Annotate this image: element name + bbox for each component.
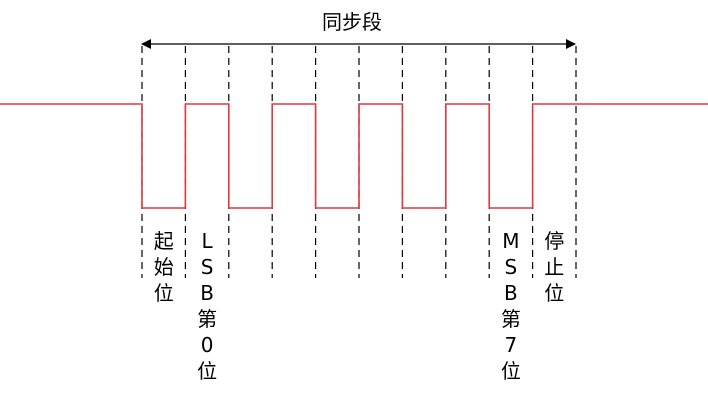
label-stop-char-1: 止 <box>544 255 564 279</box>
label-lsb-char-5: 位 <box>197 359 217 383</box>
signal-waveform <box>0 103 708 209</box>
label-lsb-char-4: 0 <box>201 333 214 357</box>
label-msb-char-1: S <box>505 255 518 279</box>
start-bit-label: 起始位 <box>154 229 174 305</box>
label-msb-char-0: M <box>502 229 519 253</box>
label-msb-char-2: B <box>504 281 518 305</box>
label-lsb-char-1: S <box>201 255 214 279</box>
label-lsb-char-2: B <box>200 281 214 305</box>
label-start-char-1: 始 <box>154 255 174 279</box>
label-lsb-char-3: 第 <box>197 307 217 331</box>
bit-boundary-guides <box>141 46 577 278</box>
label-stop-char-0: 停 <box>544 229 564 253</box>
label-msb-char-3: 第 <box>501 307 521 331</box>
label-stop-char-2: 位 <box>544 281 564 305</box>
label-start-char-2: 位 <box>154 281 174 305</box>
label-lsb-char-0: L <box>202 229 214 253</box>
label-start-char-0: 起 <box>154 229 174 253</box>
label-msb-char-5: 位 <box>501 359 521 383</box>
label-msb-char-4: 7 <box>505 333 518 357</box>
sync-segment-title: 同步段 <box>322 10 382 34</box>
stop-bit-label: 停止位 <box>544 229 564 305</box>
